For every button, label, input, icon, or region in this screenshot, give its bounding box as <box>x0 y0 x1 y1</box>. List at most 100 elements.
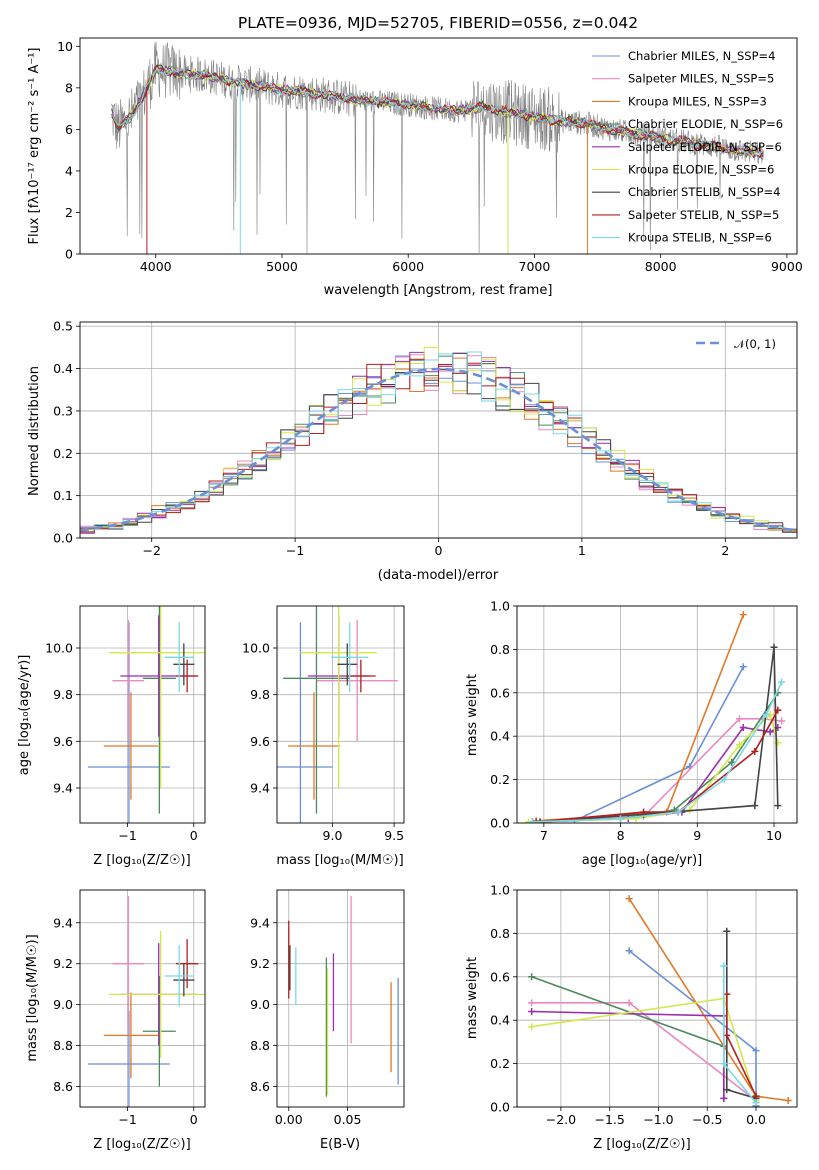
mass-weight-vs-metallicity-panel: Z [log₁₀(Z/Z☉)] mass weight −2.0 −1.5 −1.0… <box>465 883 798 1152</box>
mass-weight-marker <box>735 741 743 749</box>
mass-weight-marker <box>778 717 786 725</box>
mass-weight-line-8 <box>722 966 757 1104</box>
y-tick-label: 0.3 <box>53 403 73 418</box>
mass-weight-marker <box>751 802 759 810</box>
weightz-xlabel: Z [log₁₀(Z/Z☉)] <box>593 1137 690 1152</box>
mass-weight-line-4 <box>532 726 779 823</box>
x-tick-label: 7000 <box>519 259 551 274</box>
y-tick-label: 0.1 <box>53 488 73 503</box>
y-tick-label: 10 <box>57 39 73 54</box>
mass-weight-line-6 <box>539 647 779 823</box>
x-tick-label: 8 <box>617 828 625 843</box>
y-tick-label: 9.6 <box>250 734 270 749</box>
y-tick-label: 0.4 <box>490 1013 510 1028</box>
y-tick-label: 9.4 <box>53 915 73 930</box>
model-spectrum-4 <box>111 64 764 158</box>
mass-weight-marker <box>723 1086 731 1094</box>
mass-weight-marker <box>774 739 782 747</box>
y-tick-label: 10.0 <box>45 641 73 656</box>
y-tick-label: 0.8 <box>490 926 510 941</box>
mass-weight-marker <box>528 1023 536 1031</box>
normal-reference-curve <box>80 367 797 532</box>
y-tick-label: 9.8 <box>53 687 73 702</box>
mass-weight-marker <box>528 973 536 981</box>
axes-frame <box>79 321 798 539</box>
legend-label: Salpeter MILES, N_SSP=5 <box>628 72 774 86</box>
x-tick-label: 2 <box>721 543 729 558</box>
y-tick-label: 8.8 <box>53 1038 73 1053</box>
legend-label: Chabrier ELODIE, N_SSP=6 <box>628 117 783 131</box>
legend-label: Chabrier MILES, N_SSP=4 <box>628 49 775 63</box>
x-tick-label: 1 <box>578 543 586 558</box>
y-tick-label: 0 <box>65 247 73 262</box>
x-tick-label: 0.05 <box>334 1112 362 1127</box>
mass-weight-marker <box>735 715 743 723</box>
x-tick-label: −1 <box>118 1112 136 1127</box>
y-tick-label: 4 <box>65 163 73 178</box>
age-vs-metallicity-panel: Z [log₁₀(Z/Z☉)] age [log₁₀(age/yr)] −1 0 9… <box>17 605 206 868</box>
y-tick-label: 1.0 <box>490 883 510 898</box>
y-tick-label: 1.0 <box>490 599 510 614</box>
legend-label: Kroupa STELIB, N_SSP=6 <box>628 231 772 245</box>
x-tick-label: 10 <box>766 828 782 843</box>
spectrum-panel: wavelength [Angstrom, rest frame] Flux [… <box>27 37 803 298</box>
axes-frame <box>79 605 206 824</box>
weightz-ylabel: mass weight <box>465 957 480 1039</box>
x-tick-label: 9.5 <box>384 828 404 843</box>
model-spectrum-7 <box>111 64 764 159</box>
mass-weight-marker <box>723 927 731 935</box>
agemass-xlabel: mass [log₁₀(M/M☉)] <box>276 853 403 868</box>
mass-weight-line-0 <box>628 950 757 1106</box>
y-tick-label: 0.0 <box>490 816 510 831</box>
figure-title: PLATE=0936, MJD=52705, FIBERID=0556, z=0… <box>238 14 638 32</box>
y-tick-label: 9.2 <box>250 956 270 971</box>
x-tick-label: 0 <box>435 543 443 558</box>
mass-weight-marker <box>766 728 774 736</box>
mass-weight-marker <box>640 808 648 816</box>
axes-frame <box>516 889 798 1108</box>
y-tick-label: 0.4 <box>53 361 73 376</box>
mass-weight-marker <box>774 706 782 714</box>
y-tick-label: 9.4 <box>53 781 73 796</box>
massebv-xlabel: E(B-V) <box>320 1137 360 1152</box>
y-tick-label: 0.2 <box>490 1056 510 1071</box>
y-tick-label: 0.2 <box>53 446 73 461</box>
massz-ylabel: mass [log₁₀(M/M☉)] <box>25 934 40 1061</box>
y-tick-label: 0.8 <box>490 642 510 657</box>
x-tick-label: 9.0 <box>323 828 343 843</box>
mass-weight-marker <box>752 1092 760 1100</box>
model-spectrum-6 <box>111 64 764 158</box>
mass-vs-extinction-panel: E(B-V) 0.00 0.05 8.6 8.8 9.0 9.2 9.4 <box>250 889 405 1152</box>
y-tick-label: 8.8 <box>250 1038 270 1053</box>
mass-weight-marker <box>770 643 778 651</box>
age-vs-mass-panel: mass [log₁₀(M/M☉)] 9.0 9.5 9.4 9.6 9.8 10.0 <box>242 605 405 868</box>
mass-weight-marker <box>751 747 759 755</box>
legend-label: Kroupa MILES, N_SSP=3 <box>628 94 767 108</box>
mass-weight-vs-age-panel: age [log₁₀(age/yr)] mass weight 7 8 9 10 0.0… <box>465 599 798 868</box>
axes-frame <box>276 605 405 824</box>
mass-weight-marker <box>784 1096 792 1104</box>
weightage-ylabel: mass weight <box>465 674 480 756</box>
y-tick-label: 0.6 <box>490 685 510 700</box>
mass-weight-marker <box>625 895 633 903</box>
spectrum-ylabel: Flux [fλ10⁻¹⁷ erg cm⁻² s⁻¹ A⁻¹] <box>27 48 42 245</box>
x-tick-label: −1.0 <box>643 1112 673 1127</box>
y-tick-label: 9.4 <box>250 915 270 930</box>
y-tick-label: 0.5 <box>53 319 73 334</box>
x-tick-label: −2 <box>142 543 160 558</box>
mass-weight-marker <box>528 999 536 1007</box>
mass-weight-marker <box>617 815 625 823</box>
axes-frame <box>79 889 206 1108</box>
y-tick-label: 9.2 <box>53 956 73 971</box>
histogram-xlabel: (data-model)/error <box>378 568 499 583</box>
x-tick-label: 0.00 <box>275 1112 303 1127</box>
model-spectrum-8 <box>111 67 764 157</box>
residual-histogram-panel: (data-model)/error Normed distribution −… <box>27 319 798 583</box>
spectrum-xlabel: wavelength [Angstrom, rest frame] <box>324 283 553 298</box>
y-tick-label: 9.0 <box>250 997 270 1012</box>
mass-weight-line-3 <box>531 976 725 1099</box>
y-tick-label: 0.2 <box>490 772 510 787</box>
x-tick-label: 9 <box>693 828 701 843</box>
legend-label: Kroupa ELODIE, N_SSP=6 <box>628 163 774 177</box>
x-tick-label: 9000 <box>771 259 803 274</box>
